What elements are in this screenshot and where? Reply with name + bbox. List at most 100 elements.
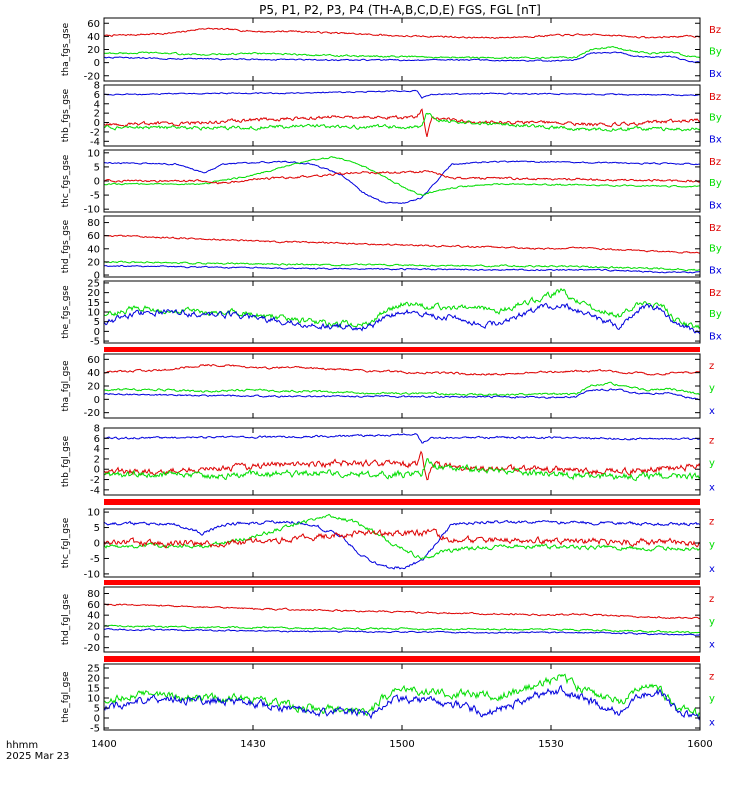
series-line-y — [104, 458, 700, 482]
component-label-z: z — [709, 361, 714, 372]
y-tick-label: 4 — [94, 444, 100, 455]
y-axis-label: the_fgl_gse — [61, 671, 71, 723]
series-line-x — [104, 684, 700, 721]
y-tick-label: -4 — [90, 137, 100, 148]
component-label-x: x — [709, 640, 715, 651]
y-tick-label: 25 — [87, 278, 100, 289]
component-label-bx: Bx — [709, 69, 722, 80]
y-tick-label: 0 — [94, 395, 100, 406]
y-tick-label: 0 — [94, 465, 100, 476]
y-tick-label: -2 — [90, 127, 100, 138]
y-axis-label: tha_fgl_gse — [61, 360, 71, 412]
series-line-z — [104, 363, 700, 376]
component-label-y: y — [709, 383, 715, 394]
y-tick-label: 2 — [94, 454, 100, 465]
y-tick-label: 15 — [87, 684, 100, 695]
figure-title: P5, P1, P2, P3, P4 (TH-A,B,C,D,E) FGS, F… — [259, 3, 541, 17]
y-tick-label: 5 — [94, 317, 100, 328]
series-line-z — [104, 450, 700, 481]
y-tick-label: 20 — [87, 45, 100, 56]
series-line-z — [104, 27, 700, 40]
y-tick-label: 40 — [87, 32, 100, 43]
component-label-bz: Bz — [709, 92, 721, 103]
series-line-y — [104, 513, 700, 561]
series-line-x — [104, 388, 700, 401]
component-label-x: x — [709, 564, 715, 575]
series-line-y — [104, 156, 700, 196]
y-tick-label: 0 — [94, 327, 100, 338]
y-axis-label: thd_fgs_gse — [61, 219, 71, 273]
component-label-y: y — [709, 694, 715, 705]
separator-band — [104, 656, 700, 662]
y-tick-label: 40 — [87, 611, 100, 622]
y-tick-label: 10 — [87, 308, 100, 319]
y-tick-label: 5 — [94, 162, 100, 173]
component-label-x: x — [709, 406, 715, 417]
component-label-y: y — [709, 540, 715, 551]
y-tick-label: 5 — [94, 704, 100, 715]
component-label-by: By — [709, 309, 722, 320]
component-label-bz: Bz — [709, 25, 721, 36]
component-label-x: x — [709, 482, 715, 493]
component-label-y: y — [709, 458, 715, 469]
separator-band — [104, 580, 700, 585]
y-tick-label: 20 — [87, 288, 100, 299]
component-label-by: By — [709, 46, 722, 57]
x-tick-label: 1600 — [687, 739, 712, 750]
panel-frame — [103, 508, 701, 578]
panel-tha_fgl_gse: 60 40 20 0 -20 tha_fgl_gse zy x — [61, 353, 715, 419]
series-line-z — [104, 169, 700, 185]
panel-frame — [103, 586, 701, 653]
series-line-y — [104, 112, 700, 132]
panel-thc_fgl_gse: 10 5 0 -5 -10 thc_fgl_gse z y x — [61, 508, 715, 581]
y-tick-label: -20 — [84, 71, 100, 82]
y-tick-label: 4 — [94, 99, 100, 110]
y-tick-label: -4 — [90, 485, 100, 496]
series-line-y — [104, 260, 700, 272]
component-label-by: By — [709, 178, 722, 189]
y-tick-label: 20 — [87, 674, 100, 685]
panel-thd_fgs_gse: 80 60 40 20 0 thd_fgs_gse Bz By Bx — [61, 215, 722, 282]
y-tick-label: 10 — [87, 148, 100, 159]
y-tick-label: 40 — [87, 244, 100, 255]
component-label-x: x — [709, 717, 715, 728]
series-line-z — [104, 234, 700, 254]
series-line-x — [104, 519, 700, 570]
y-tick-label: 6 — [94, 434, 100, 445]
y-axis-label: thd_fgl_gse — [61, 593, 71, 645]
y-tick-label: 10 — [87, 694, 100, 705]
y-tick-label: 0 — [94, 539, 100, 550]
y-tick-label: -10 — [84, 205, 100, 216]
y-tick-label: 60 — [87, 231, 100, 242]
footer-date: 2025 Mar 23 — [6, 751, 69, 762]
component-label-bz: Bz — [709, 157, 721, 168]
y-tick-label: 6 — [94, 90, 100, 101]
y-axis-label: the_fgs_gse — [61, 285, 71, 339]
y-tick-label: 15 — [87, 298, 100, 309]
series-line-x — [104, 627, 700, 636]
x-tick-label: 1530 — [538, 739, 563, 750]
y-tick-label: 0 — [94, 271, 100, 282]
series-line-x — [104, 433, 700, 444]
y-tick-label: 25 — [87, 664, 100, 675]
component-label-by: By — [709, 244, 722, 255]
y-axis-label: thb_fgl_gse — [61, 435, 71, 487]
footer-xlabel: hhmm — [6, 740, 38, 751]
series-line-y — [104, 624, 700, 634]
y-tick-label: 20 — [87, 622, 100, 633]
y-tick-label: 5 — [94, 523, 100, 534]
panel-frame — [103, 353, 701, 419]
panel-frame — [103, 280, 701, 344]
component-label-z: z — [709, 435, 714, 446]
y-tick-label: 60 — [87, 355, 100, 366]
y-tick-label: 60 — [87, 600, 100, 611]
y-tick-label: 80 — [87, 589, 100, 600]
y-tick-label: -5 — [90, 724, 100, 735]
y-tick-label: -10 — [84, 569, 100, 580]
series-line-x — [104, 302, 700, 335]
